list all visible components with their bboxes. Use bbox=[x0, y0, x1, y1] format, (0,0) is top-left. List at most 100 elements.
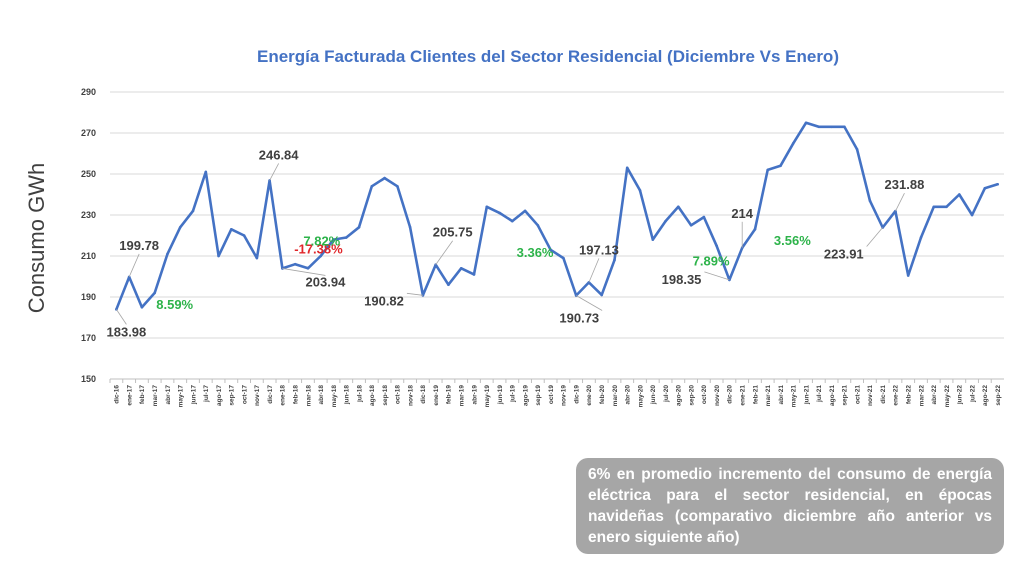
data-point bbox=[408, 226, 412, 229]
data-point bbox=[753, 228, 757, 231]
y-tick-label: 230 bbox=[81, 210, 96, 220]
data-point bbox=[945, 205, 948, 209]
x-tick-label: feb-20 bbox=[599, 385, 606, 405]
y-tick-labels: 150 170 190 210 230 250 270 290 bbox=[81, 87, 96, 384]
data-point bbox=[906, 274, 910, 277]
x-tick-label: may-18 bbox=[331, 385, 338, 408]
data-point bbox=[613, 258, 616, 262]
data-point bbox=[817, 125, 821, 129]
annotation-label: 183.98 bbox=[107, 324, 147, 339]
x-tick-label: oct-17 bbox=[241, 385, 248, 405]
x-tick-label: oct-21 bbox=[854, 385, 861, 405]
x-tick-label: mar-22 bbox=[918, 385, 925, 407]
x-tick-label: abr-17 bbox=[165, 385, 172, 405]
annotation-leader bbox=[116, 309, 127, 325]
data-point bbox=[242, 234, 246, 237]
x-tick-label: jun-22 bbox=[957, 385, 964, 406]
annotation-label: 246.84 bbox=[259, 147, 300, 162]
annotation-label: 7.89% bbox=[693, 253, 730, 268]
data-point bbox=[153, 291, 156, 295]
summary-note-box: 6% en promedio incremento del consumo de… bbox=[576, 458, 1004, 554]
annotation-label: 205.75 bbox=[433, 225, 473, 240]
x-tick-label: may-20 bbox=[637, 385, 644, 408]
data-point bbox=[293, 262, 297, 266]
annotation-leader bbox=[588, 258, 600, 283]
annotation-leader bbox=[435, 240, 453, 265]
x-tick-label: abr-20 bbox=[625, 385, 632, 405]
x-tick-label: sep-20 bbox=[688, 385, 695, 406]
series-line bbox=[115, 121, 999, 311]
x-tick-label: ago-21 bbox=[829, 385, 836, 406]
data-point bbox=[932, 205, 936, 209]
annotations-group: 183.98 199.78 8.59% 246.84 -17.38% 203.94 7.82… bbox=[107, 147, 925, 339]
annotation-label: 7.82% bbox=[303, 233, 340, 248]
data-point bbox=[791, 141, 795, 145]
data-point bbox=[983, 187, 987, 190]
x-tick-label: jul-17 bbox=[203, 385, 210, 403]
x-tick-label: nov-20 bbox=[714, 385, 721, 406]
x-tick-label: jun-18 bbox=[344, 385, 351, 406]
data-point bbox=[459, 267, 463, 270]
data-point bbox=[689, 223, 693, 227]
x-tick-label: jul-19 bbox=[510, 385, 517, 403]
data-point bbox=[217, 254, 220, 258]
y-tick-label: 210 bbox=[81, 251, 96, 261]
data-point bbox=[166, 252, 169, 256]
x-tick-label: dic-17 bbox=[267, 385, 274, 404]
data-point bbox=[702, 215, 706, 219]
annotation-leader bbox=[866, 227, 883, 247]
y-tick-label: 170 bbox=[81, 333, 96, 343]
data-point bbox=[919, 236, 923, 239]
data-point bbox=[996, 182, 999, 186]
x-tick-label: ago-17 bbox=[216, 385, 223, 406]
x-tick-label: mar-19 bbox=[459, 385, 466, 407]
annotation-label: 190.73 bbox=[559, 311, 599, 326]
x-tick-label: ago-19 bbox=[522, 385, 529, 406]
x-tick-label: dic-21 bbox=[880, 385, 887, 404]
data-point bbox=[485, 205, 489, 209]
data-point bbox=[178, 226, 182, 229]
annotation-label: -17.38% bbox=[294, 241, 343, 256]
summary-note-text: 6% en promedio incremento del consumo de… bbox=[588, 466, 992, 546]
data-point bbox=[255, 256, 259, 260]
data-point bbox=[958, 193, 961, 196]
annotation-label: 3.56% bbox=[774, 233, 811, 248]
annotation-label: 8.59% bbox=[156, 297, 193, 312]
data-point bbox=[383, 176, 386, 180]
x-tick-label: ene-18 bbox=[280, 385, 287, 406]
data-point bbox=[396, 185, 399, 188]
x-tick-label: sep-22 bbox=[995, 385, 1002, 406]
x-tick-label: ene-19 bbox=[433, 385, 440, 406]
annotation-label: 3.36% bbox=[517, 245, 554, 260]
y-axis-label: Consumo GWh bbox=[24, 163, 49, 313]
data-point bbox=[523, 209, 527, 213]
annotation-label: 197.13 bbox=[579, 242, 619, 257]
data-point bbox=[970, 213, 974, 217]
x-tick-label: feb-19 bbox=[446, 385, 453, 405]
data-point bbox=[498, 211, 501, 215]
data-point bbox=[370, 185, 374, 188]
data-point bbox=[549, 248, 552, 252]
series-group bbox=[115, 121, 999, 311]
data-point bbox=[319, 254, 323, 258]
chart-title: Energía Facturada Clientes del Sector Re… bbox=[257, 47, 839, 66]
x-tick-label: oct-19 bbox=[548, 385, 555, 405]
x-tick-label: sep-21 bbox=[842, 385, 849, 406]
x-tick-label: abr-22 bbox=[931, 385, 938, 405]
data-point bbox=[332, 238, 335, 241]
annotation-label: 223.91 bbox=[824, 246, 864, 261]
x-tick-label: feb-17 bbox=[139, 385, 146, 405]
data-point bbox=[357, 226, 361, 229]
data-point bbox=[766, 168, 770, 172]
data-point bbox=[191, 209, 195, 213]
data-point bbox=[447, 283, 450, 287]
annotation-leader bbox=[895, 192, 905, 212]
x-tick-label: ago-22 bbox=[982, 385, 989, 406]
x-tick-label: sep-17 bbox=[229, 385, 236, 406]
x-tick-label: may-17 bbox=[178, 385, 185, 408]
data-point bbox=[779, 164, 782, 168]
x-tick-label: mar-17 bbox=[152, 385, 159, 407]
x-tick-label: jun-20 bbox=[650, 385, 657, 406]
y-tick-label: 190 bbox=[81, 292, 96, 302]
